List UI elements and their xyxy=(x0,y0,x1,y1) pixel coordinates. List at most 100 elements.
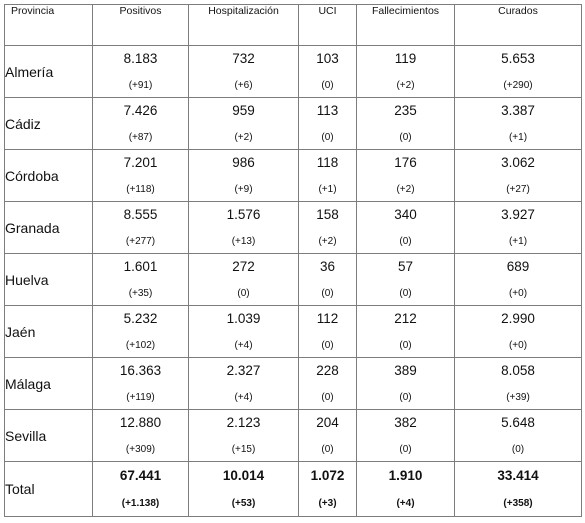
positivos-cell: 7.201 (+118) xyxy=(92,149,189,202)
positivos-cell: 1.601 (+35) xyxy=(92,253,189,306)
curados-value: 33.414 xyxy=(497,468,539,483)
positivos-value: 7.426 xyxy=(123,103,158,118)
hospitalizacion-cell: 272 (0) xyxy=(188,253,299,306)
positivos-value: 12.880 xyxy=(119,415,162,430)
positivos-delta: (+118) xyxy=(126,184,155,195)
table-row: Granada 8.555 (+277) 1.576 (+13) 158 (+2) 3… xyxy=(4,201,582,254)
positivos-cell: 16.363 (+119) xyxy=(92,357,189,410)
province-name: Córdoba xyxy=(4,149,93,202)
curados-delta: (+0) xyxy=(508,288,528,299)
uci-delta: (+1) xyxy=(318,184,337,195)
fallecimientos-value: 212 xyxy=(394,311,417,326)
table-row: Cádiz 7.426 (+87) 959 (+2) 113 (0) 235 (0) 3… xyxy=(4,97,582,150)
fallecimientos-cell: 382 (0) xyxy=(356,409,455,462)
uci-cell: 103 (0) xyxy=(298,45,357,98)
uci-delta: (+2) xyxy=(318,236,337,247)
header-fallecimientos: Fallecimientos xyxy=(356,4,455,46)
header-curados: Curados xyxy=(454,4,582,46)
uci-cell: 228 (0) xyxy=(298,357,357,410)
hospitalizacion-cell: 1.576 (+13) xyxy=(188,201,299,254)
uci-value: 228 xyxy=(316,363,339,378)
fallecimientos-delta: (0) xyxy=(399,340,412,351)
positivos-cell: 67.441 (+1.138) xyxy=(92,461,189,517)
fallecimientos-cell: 340 (0) xyxy=(356,201,455,254)
hospitalizacion-cell: 2.123 (+15) xyxy=(188,409,299,462)
fallecimientos-delta: (0) xyxy=(399,236,412,247)
fallecimientos-delta: (0) xyxy=(399,288,412,299)
uci-delta: (0) xyxy=(321,392,334,403)
curados-value: 3.387 xyxy=(501,103,535,118)
hospitalizacion-value: 2.327 xyxy=(226,363,261,378)
table-row: Jaén 5.232 (+102) 1.039 (+4) 112 (0) 212 (0)… xyxy=(4,305,582,358)
province-name: Huelva xyxy=(4,253,93,306)
uci-value: 113 xyxy=(316,103,339,118)
positivos-delta: (+87) xyxy=(128,132,153,143)
positivos-delta: (+102) xyxy=(125,340,156,351)
hospitalizacion-value: 1.039 xyxy=(226,311,261,326)
fallecimientos-delta: (+2) xyxy=(396,80,415,91)
curados-delta: (+39) xyxy=(506,392,530,403)
fallecimientos-value: 57 xyxy=(397,259,414,274)
hospitalizacion-delta: (+13) xyxy=(231,236,256,247)
province-name: Granada xyxy=(4,201,93,254)
uci-delta: (0) xyxy=(321,444,334,455)
fallecimientos-delta: (0) xyxy=(399,132,412,143)
hospitalizacion-delta: (+9) xyxy=(234,184,253,195)
uci-cell: 204 (0) xyxy=(298,409,357,462)
curados-cell: 5.653 (+290) xyxy=(454,45,582,98)
positivos-value: 8.183 xyxy=(123,51,158,66)
hospitalizacion-delta: (0) xyxy=(237,288,250,299)
fallecimientos-value: 119 xyxy=(394,51,417,66)
hospitalizacion-delta: (+53) xyxy=(231,498,256,509)
curados-delta: (+27) xyxy=(506,184,530,195)
uci-cell: 112 (0) xyxy=(298,305,357,358)
fallecimientos-value: 340 xyxy=(394,207,417,222)
fallecimientos-cell: 1.910 (+4) xyxy=(356,461,455,517)
table-row: Huelva 1.601 (+35) 272 (0) 36 (0) 57 (0) 689… xyxy=(4,253,582,306)
curados-cell: 5.648 (0) xyxy=(454,409,582,462)
header-provincia: Provincia xyxy=(4,4,93,46)
hospitalizacion-cell: 986 (+9) xyxy=(188,149,299,202)
positivos-delta: (+119) xyxy=(126,392,155,403)
hospitalizacion-value: 2.123 xyxy=(226,415,261,430)
positivos-cell: 12.880 (+309) xyxy=(92,409,189,462)
hospitalizacion-cell: 732 (+6) xyxy=(188,45,299,98)
positivos-value: 67.441 xyxy=(119,468,162,483)
province-name: Cádiz xyxy=(4,97,93,150)
uci-cell: 158 (+2) xyxy=(298,201,357,254)
header-hospitalizacion: Hospitalización xyxy=(188,4,299,46)
province-name: Sevilla xyxy=(4,409,93,462)
hospitalizacion-delta: (+15) xyxy=(231,444,256,455)
table-row: Córdoba 7.201 (+118) 986 (+9) 118 (+1) 176 (… xyxy=(4,149,582,202)
fallecimientos-value: 382 xyxy=(394,415,417,430)
header-positivos: Positivos xyxy=(92,4,189,46)
hospitalizacion-cell: 959 (+2) xyxy=(188,97,299,150)
hospitalizacion-cell: 10.014 (+53) xyxy=(188,461,299,517)
positivos-cell: 8.183 (+91) xyxy=(92,45,189,98)
fallecimientos-cell: 389 (0) xyxy=(356,357,455,410)
curados-cell: 2.990 (+0) xyxy=(454,305,582,358)
curados-value: 8.058 xyxy=(501,363,535,378)
positivos-delta: (+277) xyxy=(125,236,156,247)
fallecimientos-value: 1.910 xyxy=(388,468,423,483)
uci-value: 103 xyxy=(316,51,339,66)
uci-value: 1.072 xyxy=(310,468,345,483)
covid-province-table: Provincia Positivos Hospitalización UCI … xyxy=(4,4,582,517)
hospitalizacion-cell: 1.039 (+4) xyxy=(188,305,299,358)
curados-delta: (+290) xyxy=(503,80,533,91)
positivos-value: 8.555 xyxy=(123,207,158,222)
fallecimientos-delta: (+4) xyxy=(396,498,415,509)
positivos-value: 7.201 xyxy=(123,155,158,170)
uci-cell: 113 (0) xyxy=(298,97,357,150)
fallecimientos-delta: (0) xyxy=(399,444,412,455)
hospitalizacion-value: 986 xyxy=(232,155,255,170)
uci-value: 158 xyxy=(316,207,339,222)
fallecimientos-delta: (0) xyxy=(399,392,412,403)
positivos-delta: (+35) xyxy=(128,288,153,299)
curados-value: 689 xyxy=(506,259,530,274)
positivos-value: 16.363 xyxy=(119,363,162,378)
fallecimientos-cell: 119 (+2) xyxy=(356,45,455,98)
fallecimientos-delta: (+2) xyxy=(396,184,415,195)
uci-value: 112 xyxy=(316,311,339,326)
fallecimientos-value: 176 xyxy=(394,155,417,170)
